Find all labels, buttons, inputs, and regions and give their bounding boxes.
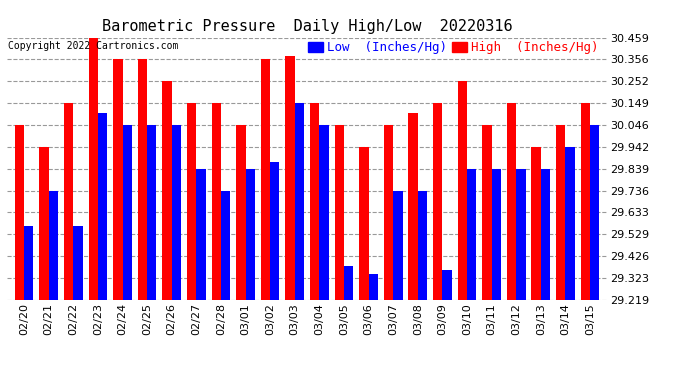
- Bar: [24, 226, 34, 300]
- Bar: [98, 113, 107, 300]
- Bar: [482, 125, 491, 300]
- Title: Barometric Pressure  Daily High/Low  20220316: Barometric Pressure Daily High/Low 20220…: [101, 18, 513, 33]
- Bar: [187, 103, 197, 300]
- Bar: [197, 169, 206, 300]
- Bar: [417, 190, 427, 300]
- Bar: [541, 169, 550, 300]
- Bar: [590, 125, 600, 300]
- Bar: [295, 103, 304, 300]
- Bar: [64, 103, 73, 300]
- Bar: [310, 103, 319, 300]
- Bar: [162, 81, 172, 300]
- Bar: [113, 59, 123, 300]
- Bar: [556, 125, 565, 300]
- Bar: [368, 274, 378, 300]
- Bar: [172, 125, 181, 300]
- Bar: [73, 226, 83, 300]
- Bar: [491, 169, 501, 300]
- Bar: [467, 169, 476, 300]
- Bar: [442, 270, 452, 300]
- Bar: [531, 147, 541, 300]
- Bar: [14, 125, 24, 300]
- Bar: [433, 103, 442, 300]
- Bar: [565, 147, 575, 300]
- Bar: [516, 169, 526, 300]
- Bar: [88, 38, 98, 300]
- Bar: [344, 266, 353, 300]
- Bar: [261, 59, 270, 300]
- Bar: [270, 162, 279, 300]
- Bar: [359, 147, 368, 300]
- Bar: [221, 190, 230, 300]
- Bar: [286, 56, 295, 300]
- Bar: [384, 125, 393, 300]
- Bar: [580, 103, 590, 300]
- Bar: [319, 125, 328, 300]
- Bar: [408, 113, 417, 300]
- Bar: [507, 103, 516, 300]
- Bar: [39, 147, 49, 300]
- Bar: [147, 125, 157, 300]
- Bar: [393, 190, 402, 300]
- Legend: Low  (Inches/Hg), High  (Inches/Hg): Low (Inches/Hg), High (Inches/Hg): [306, 39, 601, 57]
- Bar: [49, 190, 58, 300]
- Text: Copyright 2022 Cartronics.com: Copyright 2022 Cartronics.com: [8, 42, 179, 51]
- Bar: [138, 59, 147, 300]
- Bar: [246, 169, 255, 300]
- Bar: [335, 125, 344, 300]
- Bar: [236, 125, 246, 300]
- Bar: [457, 81, 467, 300]
- Bar: [123, 125, 132, 300]
- Bar: [212, 103, 221, 300]
